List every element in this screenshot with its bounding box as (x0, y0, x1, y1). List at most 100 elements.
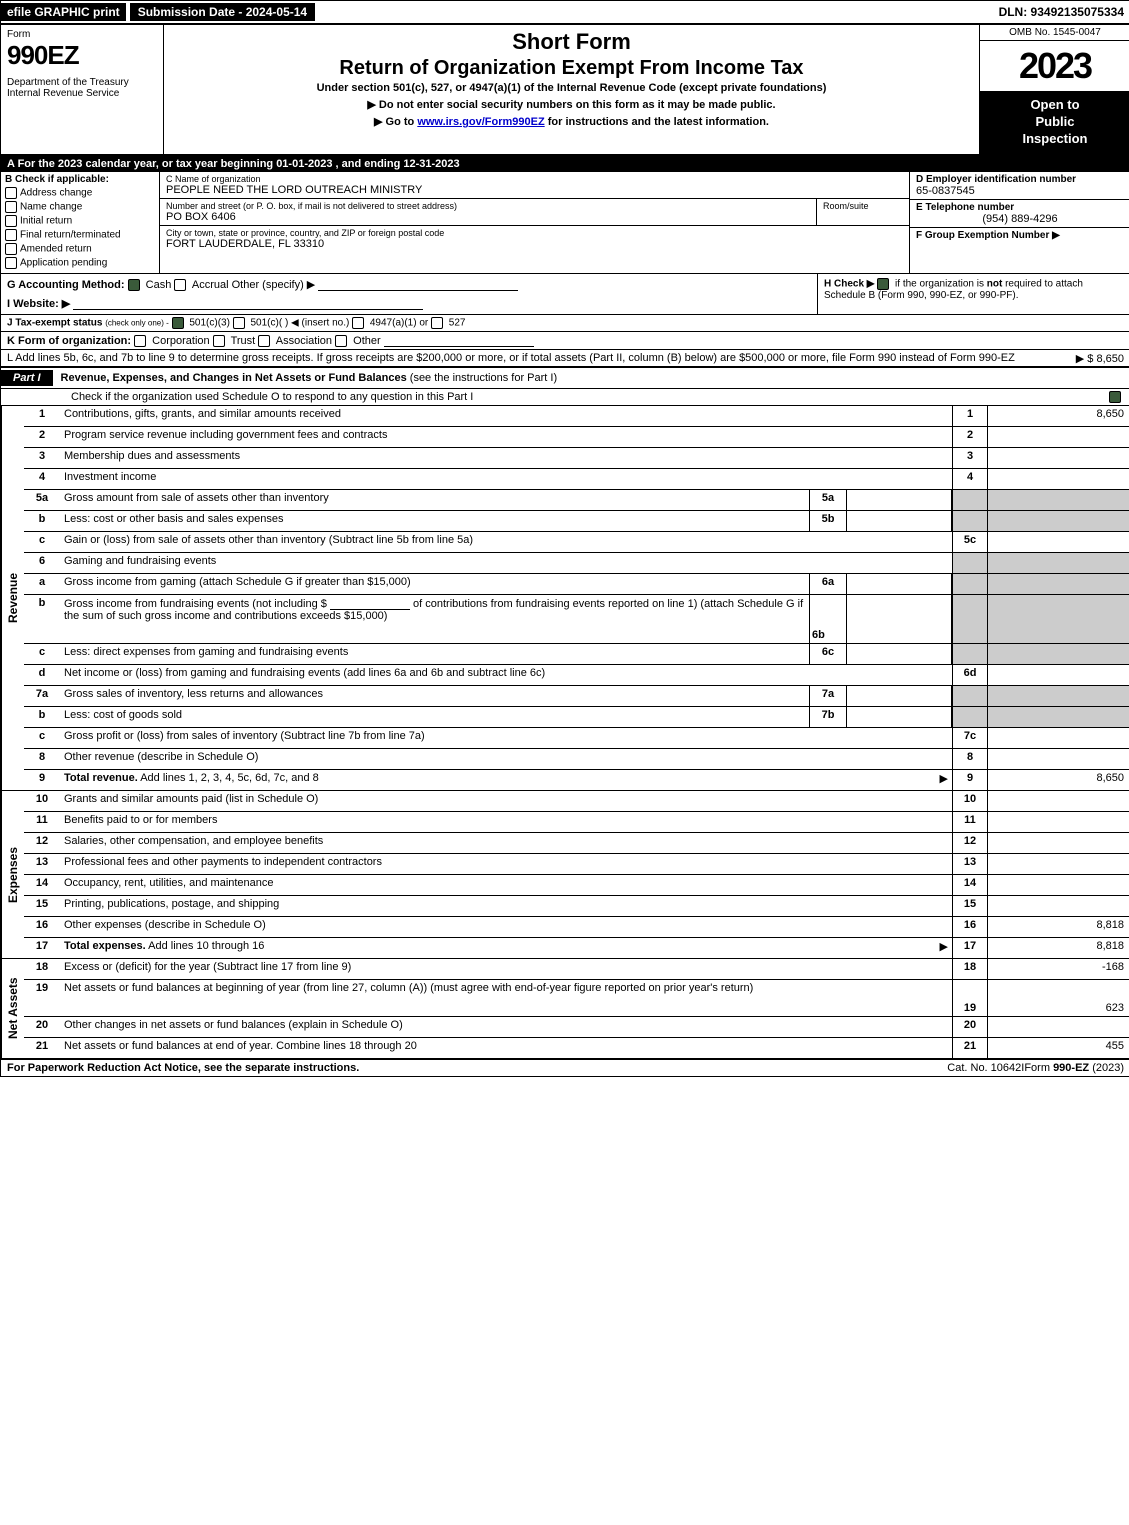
instr2-pre: ▶ Go to (374, 116, 417, 128)
checkbox-icon (5, 187, 17, 199)
city-label: City or town, state or province, country… (166, 228, 903, 238)
line-18: 18 Excess or (deficit) for the year (Sub… (24, 959, 1129, 980)
expenses-section: Expenses 10 Grants and similar amounts p… (1, 791, 1129, 959)
6b-amount-line (330, 597, 410, 610)
checkbox-icon (5, 243, 17, 255)
form-subtitle: Under section 501(c), 527, or 4947(a)(1)… (174, 82, 969, 94)
row-a-tax-year: A For the 2023 calendar year, or tax yea… (1, 156, 1129, 172)
line-8: 8 Other revenue (describe in Schedule O)… (24, 749, 1129, 770)
row-g-h: G Accounting Method: Cash Accrual Other … (1, 273, 1129, 315)
org-name: PEOPLE NEED THE LORD OUTREACH MINISTRY (166, 184, 903, 196)
checkbox-other-icon[interactable] (335, 335, 347, 347)
form-990ez-page: efile GRAPHIC print Submission Date - 20… (0, 0, 1129, 1077)
revenue-vlabel: Revenue (1, 406, 24, 790)
street-row: Number and street (or P. O. box, if mail… (160, 199, 909, 226)
header-center: Short Form Return of Organization Exempt… (164, 25, 979, 154)
netassets-vlabel: Net Assets (1, 959, 24, 1058)
checkbox-527-icon[interactable] (431, 317, 443, 329)
line-5b: b Less: cost or other basis and sales ex… (24, 511, 1129, 532)
line-6c: c Less: direct expenses from gaming and … (24, 644, 1129, 665)
line-7a: 7a Gross sales of inventory, less return… (24, 686, 1129, 707)
ein-label: D Employer identification number (916, 174, 1124, 185)
h-label: H Check ▶ (824, 278, 874, 289)
cb-amended-return[interactable]: Amended return (5, 243, 155, 255)
l-text: L Add lines 5b, 6c, and 7b to line 9 to … (7, 352, 1015, 364)
col-b-checkboxes: B Check if applicable: Address change Na… (1, 172, 160, 273)
line-3: 3 Membership dues and assessments 3 (24, 448, 1129, 469)
checkbox-corp-icon[interactable] (134, 335, 146, 347)
checkbox-assoc-icon[interactable] (258, 335, 270, 347)
netassets-section: Net Assets 18 Excess or (deficit) for th… (1, 959, 1129, 1058)
b-label: B Check if applicable: (5, 174, 155, 185)
line-7c: c Gross profit or (loss) from sales of i… (24, 728, 1129, 749)
line-12: 12 Salaries, other compensation, and emp… (24, 833, 1129, 854)
checkbox-h-icon[interactable] (877, 278, 889, 290)
top-bar: efile GRAPHIC print Submission Date - 20… (1, 1, 1129, 25)
part1-check-text: Check if the organization used Schedule … (71, 391, 473, 403)
g-label: G Accounting Method: (7, 279, 125, 291)
line-7b: b Less: cost of goods sold 7b (24, 707, 1129, 728)
city-block: City or town, state or province, country… (160, 226, 909, 252)
cb-name-change[interactable]: Name change (5, 201, 155, 213)
form-header: Form 990EZ Department of the TreasuryInt… (1, 25, 1129, 156)
line-16: 16 Other expenses (describe in Schedule … (24, 917, 1129, 938)
phone-label: E Telephone number (916, 202, 1124, 213)
irs-link[interactable]: www.irs.gov/Form990EZ (417, 116, 544, 128)
checkbox-501c-icon[interactable] (233, 317, 245, 329)
revenue-table: 1 Contributions, gifts, grants, and simi… (24, 406, 1129, 790)
room-label: Room/suite (823, 201, 903, 211)
street-value: PO BOX 6406 (166, 211, 810, 223)
checkbox-icon (5, 201, 17, 213)
header-left: Form 990EZ Department of the TreasuryInt… (1, 25, 164, 154)
group-exemption-block: F Group Exemption Number ▶ (910, 228, 1129, 243)
ein-block: D Employer identification number 65-0837… (910, 172, 1129, 200)
line-20: 20 Other changes in net assets or fund b… (24, 1017, 1129, 1038)
line-11: 11 Benefits paid to or for members 11 (24, 812, 1129, 833)
line-6: 6 Gaming and fundraising events (24, 553, 1129, 574)
row-h: H Check ▶ if the organization is not req… (817, 274, 1129, 314)
col-c-main: C Name of organization PEOPLE NEED THE L… (160, 172, 909, 273)
part-label: Part I (1, 370, 53, 386)
form-word: Form (7, 29, 157, 40)
section-b-c: B Check if applicable: Address change Na… (1, 172, 1129, 273)
checkbox-trust-icon[interactable] (213, 335, 225, 347)
netassets-table: 18 Excess or (deficit) for the year (Sub… (24, 959, 1129, 1058)
short-form-label: Short Form (174, 29, 969, 55)
footer-catno: Cat. No. 10642I (947, 1062, 1024, 1074)
l-amount: ▶ $ 8,650 (1076, 352, 1124, 365)
row-l: L Add lines 5b, 6c, and 7b to line 9 to … (1, 350, 1129, 368)
checkbox-schedule-o-icon[interactable] (1109, 391, 1121, 403)
checkbox-501c3-icon[interactable] (172, 317, 184, 329)
submission-date: Submission Date - 2024-05-14 (130, 3, 315, 21)
line-6a: a Gross income from gaming (attach Sched… (24, 574, 1129, 595)
instruction-1: ▶ Do not enter social security numbers o… (174, 98, 969, 111)
phone-value: (954) 889-4296 (916, 213, 1124, 225)
line-5c: c Gain or (loss) from sale of assets oth… (24, 532, 1129, 553)
phone-block: E Telephone number (954) 889-4296 (910, 200, 1129, 228)
department-label: Department of the TreasuryInternal Reven… (7, 77, 157, 99)
cb-application-pending[interactable]: Application pending (5, 257, 155, 269)
dln-number: DLN: 93492135075334 (999, 5, 1129, 19)
form-number: 990EZ (7, 40, 157, 71)
cb-address-change[interactable]: Address change (5, 187, 155, 199)
page-footer: For Paperwork Reduction Act Notice, see … (1, 1058, 1129, 1076)
j-label: J Tax-exempt status (7, 317, 102, 328)
i-label: I Website: ▶ (7, 298, 70, 310)
city-value: FORT LAUDERDALE, FL 33310 (166, 238, 903, 250)
c-name-label: C Name of organization (166, 174, 903, 184)
line-6b: b Gross income from fundraising events (… (24, 595, 1129, 644)
cb-final-return[interactable]: Final return/terminated (5, 229, 155, 241)
cb-initial-return[interactable]: Initial return (5, 215, 155, 227)
checkbox-icon (5, 229, 17, 241)
checkbox-accrual-icon[interactable] (174, 279, 186, 291)
instr2-post: for instructions and the latest informat… (545, 116, 769, 128)
revenue-section: Revenue 1 Contributions, gifts, grants, … (1, 406, 1129, 791)
checkbox-cash-icon[interactable] (128, 279, 140, 291)
website-line (73, 297, 423, 310)
line-19: 19 Net assets or fund balances at beginn… (24, 980, 1129, 1017)
efile-label: efile GRAPHIC print (1, 3, 126, 21)
row-k: K Form of organization: Corporation Trus… (1, 332, 1129, 350)
checkbox-4947-icon[interactable] (352, 317, 364, 329)
ein-value: 65-0837545 (916, 185, 1124, 197)
footer-right: Form 990-EZ (2023) (1024, 1062, 1124, 1074)
